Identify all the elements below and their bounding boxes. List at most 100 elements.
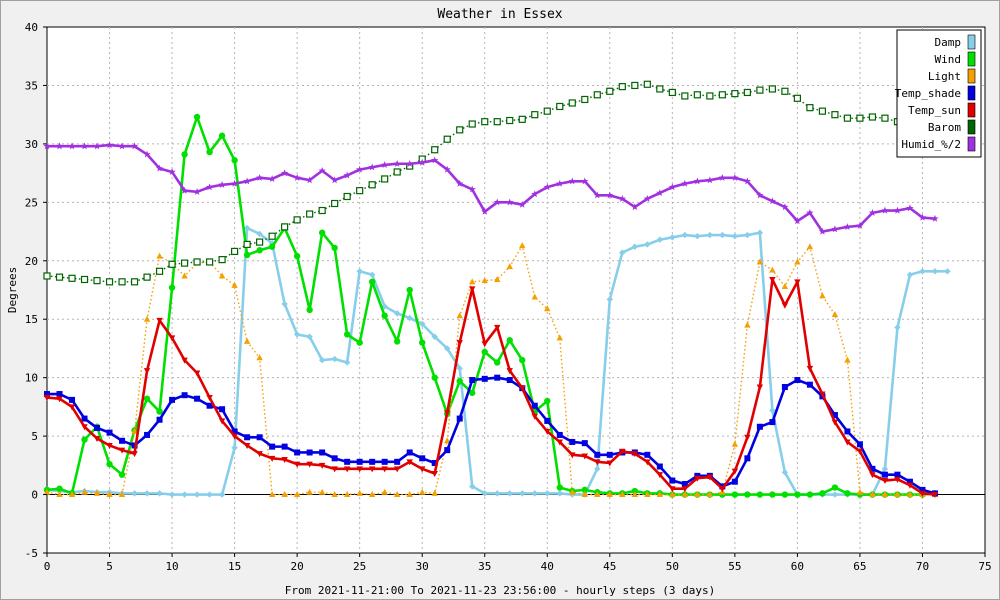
data-point-damp [206, 491, 213, 498]
data-point-damp [606, 296, 613, 303]
x-tick-label: 45 [603, 560, 616, 573]
data-point-wind [193, 113, 201, 121]
data-point-humid-2 [243, 177, 251, 185]
chart-title: Weather in Essex [437, 7, 562, 22]
data-point-barom [531, 111, 539, 119]
data-point-humid-2 [80, 142, 89, 150]
data-point-light [231, 281, 238, 288]
data-point-light [706, 491, 714, 498]
y-tick-label: 25 [25, 196, 38, 209]
data-point-light [556, 334, 563, 341]
data-point-barom [731, 90, 739, 98]
data-point-barom [518, 115, 526, 123]
data-point-humid-2 [368, 163, 376, 171]
data-point-temp-shade [444, 447, 451, 454]
data-point-temp-shade [269, 443, 276, 450]
legend-swatch-temp-sun [967, 102, 976, 118]
data-point-temp-shade [119, 437, 126, 444]
data-point-barom [343, 192, 351, 201]
data-point-barom [105, 278, 114, 286]
data-point-humid-2 [356, 165, 364, 173]
data-point-temp-sun [431, 471, 438, 478]
series-group [43, 80, 951, 499]
data-point-temp-sun [118, 447, 126, 454]
data-point-damp [531, 490, 538, 497]
data-point-damp [919, 268, 926, 275]
data-point-temp-sun [719, 486, 726, 493]
data-point-barom [756, 86, 764, 94]
data-point-damp [193, 491, 201, 498]
data-point-light [569, 488, 576, 495]
data-point-damp [931, 268, 939, 275]
legend-swatch-humid-2 [967, 136, 976, 152]
data-point-barom [393, 168, 401, 176]
data-point-temp-sun [556, 439, 563, 446]
data-point-temp-shade [594, 451, 601, 458]
data-point-wind [156, 408, 163, 415]
data-point-wind [231, 157, 238, 164]
data-point-damp [243, 224, 251, 232]
data-point-humid-2 [293, 173, 301, 181]
data-point-temp-sun [318, 462, 326, 469]
data-point-light [869, 491, 876, 498]
data-point-humid-2 [843, 223, 852, 230]
data-point-humid-2 [256, 173, 264, 181]
data-point-humid-2 [781, 203, 789, 211]
data-point-light [606, 491, 613, 498]
series-temp-sun [43, 276, 939, 499]
data-point-barom [793, 94, 802, 102]
data-point-temp-shade [556, 431, 563, 438]
data-point-temp-sun [531, 413, 538, 420]
data-point-barom [643, 80, 651, 88]
data-point-damp [469, 483, 476, 490]
legend-label-humid-2: Humid_%/2 [901, 138, 961, 151]
y-tick-label: 10 [25, 372, 38, 385]
data-point-wind [218, 132, 226, 139]
data-point-wind [469, 389, 476, 397]
x-tick-label: 70 [916, 560, 929, 573]
data-point-barom [768, 85, 776, 93]
data-point-wind [794, 491, 801, 498]
data-point-light [218, 272, 226, 279]
data-point-temp-shade [506, 377, 513, 384]
x-tick-label: 30 [416, 560, 429, 573]
data-point-temp-shade [769, 419, 776, 426]
data-point-light [519, 242, 526, 249]
data-point-wind [819, 490, 826, 497]
data-point-temp-shade [306, 449, 313, 456]
data-point-temp-shade [319, 449, 326, 456]
data-point-humid-2 [218, 181, 226, 188]
data-point-wind [519, 356, 526, 364]
data-point-light [506, 263, 513, 270]
data-point-light [444, 437, 451, 444]
data-point-humid-2 [656, 189, 664, 197]
data-point-temp-shade [544, 417, 551, 424]
data-point-damp [831, 491, 839, 498]
data-point-light [56, 491, 63, 498]
data-point-temp-shade [106, 429, 113, 436]
data-point-barom [843, 114, 852, 122]
data-point-damp [293, 331, 301, 338]
data-point-barom [318, 206, 326, 215]
data-point-barom [468, 120, 476, 128]
data-point-wind [506, 337, 513, 344]
data-point-damp [894, 324, 901, 331]
y-tick-label: 20 [25, 255, 38, 268]
data-point-damp [481, 490, 488, 497]
data-point-wind [318, 229, 326, 236]
x-tick-label: 35 [478, 560, 491, 573]
x-tick-label: 40 [541, 560, 554, 573]
data-point-barom [443, 135, 451, 143]
data-point-humid-2 [118, 142, 126, 150]
data-point-damp [544, 490, 551, 497]
data-point-wind [581, 486, 588, 494]
data-point-wind [356, 339, 363, 346]
data-point-barom [456, 126, 464, 134]
data-point-damp [406, 314, 413, 322]
data-point-temp-shade [606, 451, 613, 458]
data-point-light [43, 488, 51, 495]
y-tick-label: 5 [31, 430, 38, 443]
data-point-temp-shade [919, 486, 926, 493]
data-point-temp-shade [219, 406, 226, 413]
